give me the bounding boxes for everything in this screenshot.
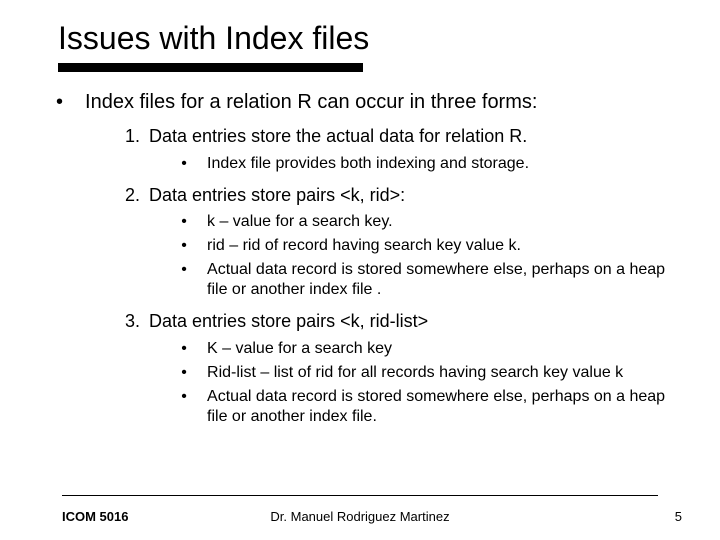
sub-item: • K – value for a search key — [179, 339, 670, 359]
sub-item: • Index file provides both indexing and … — [179, 154, 670, 174]
sub-list: • K – value for a search key • Rid-list … — [179, 339, 670, 427]
top-bullet-text: Index files for a relation R can occur i… — [85, 91, 537, 113]
sub-item: • Actual data record is stored somewhere… — [179, 387, 670, 427]
sub-item-text: rid – rid of record having search key va… — [207, 236, 670, 256]
bullet-dot-icon: • — [56, 90, 63, 437]
bullet-dot-icon: • — [179, 212, 189, 232]
sub-list: • k – value for a search key. • rid – ri… — [179, 212, 670, 300]
title-underline — [58, 63, 363, 72]
sub-item-text: Actual data record is stored somewhere e… — [207, 387, 670, 427]
footer-divider — [62, 495, 658, 496]
numbered-item: Data entries store pairs <k, rid-list> •… — [145, 310, 670, 427]
top-bullet-list: • Index files for a relation R can occur… — [50, 90, 670, 437]
numbered-item: Data entries store the actual data for r… — [145, 125, 670, 174]
sub-item-text: k – value for a search key. — [207, 212, 670, 232]
numbered-item-text: Data entries store the actual data for r… — [149, 126, 527, 146]
bullet-dot-icon: • — [179, 387, 189, 427]
bullet-dot-icon: • — [179, 339, 189, 359]
slide: Issues with Index files • Index files fo… — [0, 0, 720, 540]
sub-item: • rid – rid of record having search key … — [179, 236, 670, 256]
slide-title: Issues with Index files — [58, 20, 670, 57]
sub-item-text: Index file provides both indexing and st… — [207, 154, 670, 174]
numbered-list: Data entries store the actual data for r… — [85, 125, 670, 427]
numbered-item-text: Data entries store pairs <k, rid-list> — [149, 311, 428, 331]
bullet-dot-icon: • — [179, 260, 189, 300]
numbered-item: Data entries store pairs <k, rid>: • k –… — [145, 184, 670, 301]
sub-item-text: K – value for a search key — [207, 339, 670, 359]
footer-page-number: 5 — [675, 509, 682, 524]
bullet-dot-icon: • — [179, 363, 189, 383]
bullet-dot-icon: • — [179, 154, 189, 174]
bullet-dot-icon: • — [179, 236, 189, 256]
footer: ICOM 5016 Dr. Manuel Rodriguez Martinez … — [0, 504, 720, 524]
slide-content: • Index files for a relation R can occur… — [50, 90, 670, 437]
sub-item-text: Actual data record is stored somewhere e… — [207, 260, 670, 300]
sub-list: • Index file provides both indexing and … — [179, 154, 670, 174]
sub-item-text: Rid-list – list of rid for all records h… — [207, 363, 670, 383]
footer-center: Dr. Manuel Rodriguez Martinez — [0, 509, 720, 524]
sub-item: • Actual data record is stored somewhere… — [179, 260, 670, 300]
numbered-item-text: Data entries store pairs <k, rid>: — [149, 185, 405, 205]
sub-item: • Rid-list – list of rid for all records… — [179, 363, 670, 383]
top-bullet-item: • Index files for a relation R can occur… — [50, 90, 670, 437]
sub-item: • k – value for a search key. — [179, 212, 670, 232]
top-bullet-body: Index files for a relation R can occur i… — [85, 90, 670, 437]
